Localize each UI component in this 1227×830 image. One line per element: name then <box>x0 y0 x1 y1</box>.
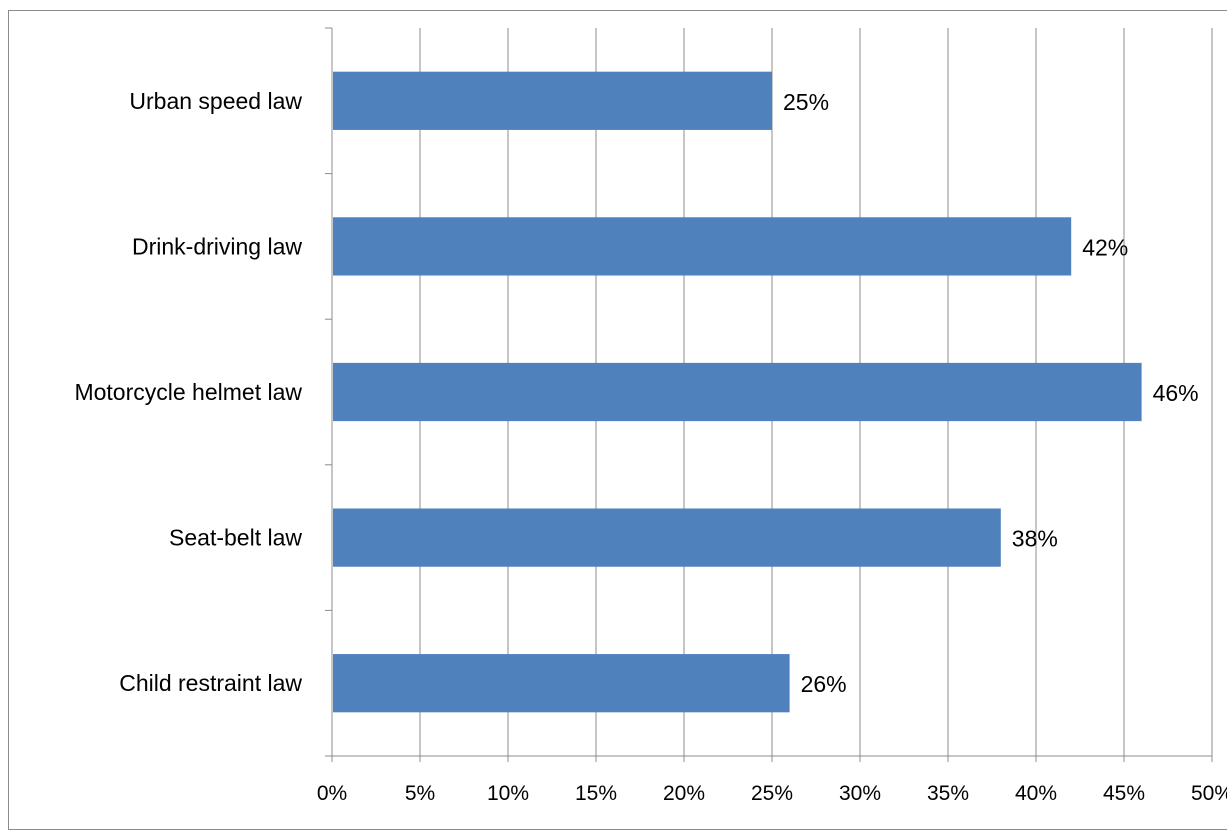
x-tick-label: 10% <box>487 782 529 805</box>
bar <box>333 654 790 713</box>
bar <box>333 217 1072 276</box>
x-tick-label: 50% <box>1191 782 1227 805</box>
category-label: Motorcycle helmet law <box>74 379 302 405</box>
x-tick-label: 45% <box>1103 782 1145 805</box>
bar <box>333 508 1001 567</box>
data-label: 46% <box>1153 380 1199 406</box>
x-tick-label: 40% <box>1015 782 1057 805</box>
category-label: Child restraint law <box>119 670 302 696</box>
data-label: 26% <box>801 671 847 697</box>
bar <box>333 362 1142 422</box>
x-tick-label: 25% <box>751 782 793 805</box>
x-tick-label: 35% <box>927 782 969 805</box>
x-tick-label: 30% <box>839 782 881 805</box>
labels: 0% 5% 10% 15% 20% 25% 30% 35% 40% 45% 50% Urban spe… <box>74 88 1227 805</box>
bar <box>333 71 772 130</box>
data-label: 42% <box>1082 234 1128 260</box>
axes <box>325 27 1213 762</box>
category-label: Urban speed law <box>129 88 302 114</box>
x-tick-label: 0% <box>317 782 347 805</box>
data-label: 25% <box>783 89 829 115</box>
category-label: Seat-belt law <box>169 525 302 551</box>
bar-chart: 0% 5% 10% 15% 20% 25% 30% 35% 40% 45% 50% Urban spe… <box>74 27 1227 805</box>
x-tick-label: 15% <box>575 782 617 805</box>
x-tick-label: 20% <box>663 782 705 805</box>
x-tick-label: 5% <box>405 782 435 805</box>
category-label: Drink-driving law <box>132 233 302 259</box>
data-label: 38% <box>1012 526 1058 552</box>
bars <box>333 71 1142 713</box>
